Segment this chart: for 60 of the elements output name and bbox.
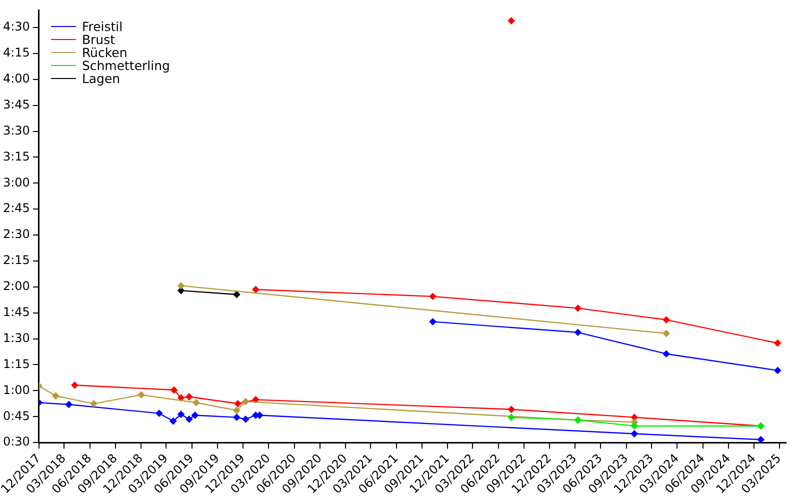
point [138, 391, 145, 398]
y-tick-label: 0:45 [2, 408, 30, 423]
legend-label: Schmetterling [82, 58, 170, 74]
point [186, 393, 193, 400]
y-tick-label: 3:15 [2, 149, 30, 164]
point [574, 304, 582, 312]
point [252, 286, 260, 294]
point [508, 414, 515, 421]
point [508, 406, 515, 413]
legend-label: Rücken [82, 45, 128, 60]
point [186, 416, 193, 423]
point [65, 401, 72, 408]
point [192, 412, 199, 419]
point [233, 291, 240, 298]
y-tick-label: 1:30 [2, 330, 30, 345]
point [233, 414, 240, 421]
y-tick-label: 4:30 [2, 20, 30, 34]
y-tick-label: 2:30 [2, 227, 30, 242]
point [508, 17, 515, 24]
point [52, 392, 60, 400]
point [662, 350, 670, 358]
point [630, 422, 638, 430]
point [429, 292, 436, 300]
y-tick-label: 2:45 [2, 201, 30, 216]
y-tick-label: 4:15 [2, 46, 30, 60]
point [170, 386, 178, 394]
y-tick-label: 2:00 [2, 279, 30, 294]
point [178, 410, 185, 418]
point [662, 316, 670, 324]
point [178, 282, 185, 290]
point [170, 418, 177, 425]
point [630, 430, 638, 438]
legend-label: Brust [82, 32, 115, 48]
y-tick-label: 3:00 [2, 175, 30, 190]
y-tick-label: 4:00 [2, 72, 30, 86]
legend-label: Lagen [82, 71, 120, 86]
point [233, 406, 240, 414]
point [252, 396, 260, 404]
y-tick-label: 3:45 [2, 97, 30, 112]
y-tick-label: 1:00 [2, 382, 30, 397]
point [662, 330, 670, 337]
point [156, 410, 163, 417]
point [71, 382, 78, 389]
point [774, 340, 782, 347]
point [242, 398, 250, 406]
y-tick-label: 1:15 [2, 356, 30, 371]
point [90, 400, 98, 408]
point [192, 399, 200, 406]
legend-label: Freistil [82, 19, 123, 34]
point [234, 400, 242, 408]
point [757, 436, 764, 443]
y-tick-label: 2:15 [2, 253, 30, 268]
point [774, 366, 782, 374]
point [429, 318, 436, 326]
y-tick-label: 3:30 [2, 123, 30, 138]
point [242, 416, 250, 423]
point [178, 287, 185, 294]
y-tick-label: 1:45 [2, 304, 30, 319]
y-tick-label: 0:30 [2, 434, 30, 449]
point [574, 328, 582, 336]
